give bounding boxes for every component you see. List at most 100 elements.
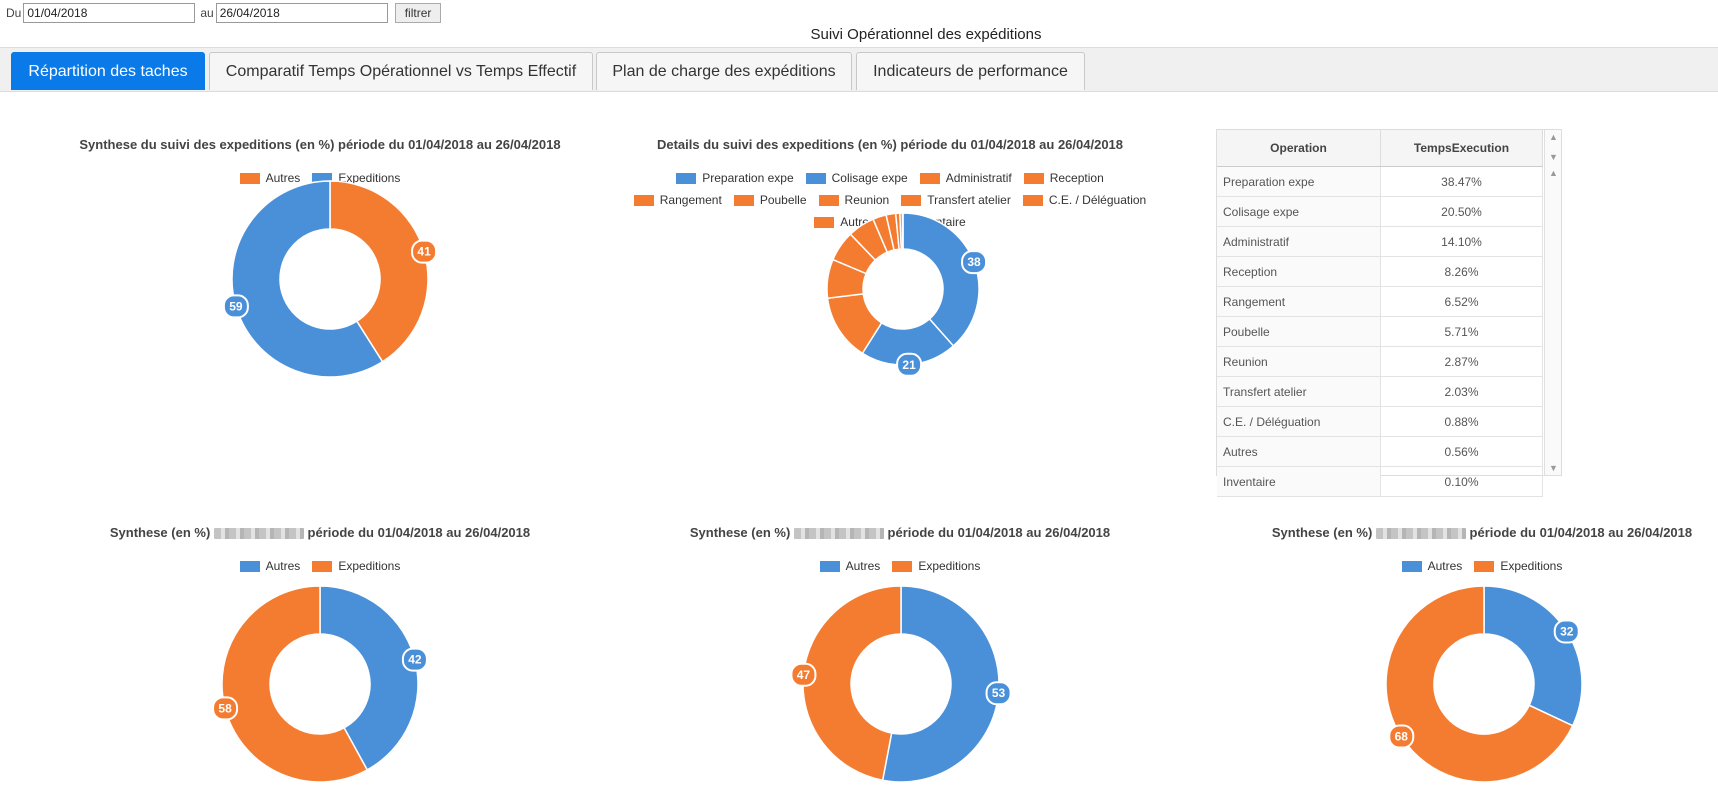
operation-cell: Administratif: [1217, 226, 1381, 257]
legend-item[interactable]: Autres: [819, 559, 881, 573]
table-row[interactable]: Reception 8.26%: [1217, 256, 1543, 287]
column-header-temps-execution[interactable]: TempsExecution: [1380, 130, 1543, 167]
data-label: 38: [961, 250, 988, 275]
data-label-badge: [411, 239, 438, 264]
pie-slice[interactable]: [319, 585, 419, 771]
legend-label: Expeditions: [338, 171, 401, 185]
legend-label: Reception: [1049, 171, 1104, 185]
tab-indicateurs-performance[interactable]: Indicateurs de performance: [856, 52, 1085, 90]
legend-item[interactable]: Colisage expe: [805, 171, 908, 185]
data-label: 42: [401, 647, 428, 672]
table-row[interactable]: Preparation expe 38.47%: [1217, 166, 1543, 197]
temps-execution-cell: 8.26%: [1380, 256, 1543, 287]
legend-item[interactable]: Autres: [239, 171, 300, 185]
pie-slice[interactable]: [881, 585, 1000, 783]
legend-item[interactable]: Transfert atelier: [901, 193, 1011, 207]
from-date-input[interactable]: [23, 3, 196, 23]
donut-chart: 38 21: [826, 212, 988, 377]
temps-execution-cell: 2.03%: [1380, 376, 1543, 407]
legend-swatch: [1022, 194, 1043, 206]
chart-title: Synthese (en %) période du 01/04/2018 au…: [109, 525, 531, 540]
donut-chart: 41 59: [222, 180, 438, 378]
legend-label: Rangement: [659, 193, 722, 207]
legend-item[interactable]: Expeditions: [312, 171, 400, 185]
chart-title: Synthese du suivi des expeditions (en %)…: [79, 137, 561, 152]
pie-slice[interactable]: [329, 180, 429, 363]
operation-cell: Reception: [1217, 256, 1381, 287]
table-row[interactable]: Autres 0.56%: [1217, 436, 1543, 467]
table-row[interactable]: Colisage expe 20.50%: [1217, 196, 1543, 227]
legend-label: Poubelle: [759, 193, 807, 207]
scroll-down-icon[interactable]: ▼: [1549, 463, 1558, 473]
legend-item[interactable]: Autres: [239, 559, 300, 573]
to-label: au: [200, 6, 214, 20]
page-title: Suivi Opérationnel des expéditions: [810, 26, 1042, 43]
pie-slice[interactable]: [231, 180, 384, 378]
pie-slice[interactable]: [1483, 585, 1583, 727]
table-row[interactable]: Rangement 6.52%: [1217, 286, 1543, 317]
data-label-text: 38: [967, 255, 981, 269]
to-date-input[interactable]: [215, 3, 388, 23]
table-row[interactable]: Poubelle 5.71%: [1217, 316, 1543, 347]
pie-slice[interactable]: [1385, 585, 1574, 783]
redacted-name: [213, 528, 304, 540]
data-label-badge: [985, 681, 1012, 706]
legend-label: Autres: [1427, 559, 1463, 573]
legend-item[interactable]: Administratif: [919, 171, 1012, 185]
pie-slice[interactable]: [902, 212, 980, 347]
legend-item[interactable]: Preparation expe: [676, 171, 794, 185]
legend-swatch: [919, 172, 940, 184]
legend-swatch: [805, 172, 826, 184]
operation-cell: Rangement: [1217, 286, 1381, 317]
legend-item[interactable]: Expeditions: [892, 559, 980, 573]
table-scrollbar[interactable]: ▲ ▼ ▲ ▼: [1544, 130, 1561, 475]
legend-item[interactable]: C.E. / Déléguation: [1022, 193, 1146, 207]
legend-item[interactable]: Reunion: [818, 193, 889, 207]
data-label-text: 41: [417, 245, 431, 259]
operation-cell: C.E. / Déléguation: [1217, 406, 1381, 437]
date-filter-bar: Du au filtrer: [4, 3, 442, 23]
legend-swatch: [676, 172, 697, 184]
legend-swatch: [818, 194, 839, 206]
data-label: 59: [222, 294, 249, 319]
table-row[interactable]: C.E. / Déléguation 0.88%: [1217, 406, 1543, 437]
scroll-up-icon[interactable]: ▲: [1549, 132, 1558, 142]
legend-label: Administratif: [945, 171, 1012, 185]
legend-item[interactable]: Autres: [1401, 559, 1463, 573]
filter-button[interactable]: filtrer: [394, 3, 442, 23]
table-row[interactable]: Inventaire 0.10%: [1217, 466, 1543, 497]
operation-cell: Inventaire: [1217, 466, 1381, 497]
tab-comparatif-temps[interactable]: Comparatif Temps Opérationnel vs Temps E…: [209, 52, 593, 90]
table-row[interactable]: Reunion 2.87%: [1217, 346, 1543, 377]
temps-execution-cell: 0.88%: [1380, 406, 1543, 437]
tab-repartition-taches[interactable]: Répartition des taches: [11, 52, 205, 90]
legend-item[interactable]: Expeditions: [1474, 559, 1562, 573]
pie-slice[interactable]: [802, 585, 902, 782]
redacted-name: [1375, 528, 1466, 540]
chart-synthese-expeditions: Synthese du suivi des expeditions (en %)…: [60, 134, 580, 404]
data-label-text: 58: [218, 701, 232, 715]
donut-chart: 42 58: [212, 585, 428, 783]
operation-cell: Preparation expe: [1217, 166, 1381, 197]
table-row[interactable]: Transfert atelier 2.03%: [1217, 376, 1543, 407]
table-row[interactable]: Administratif 14.10%: [1217, 226, 1543, 257]
data-label-text: 47: [797, 668, 811, 682]
pie-slice[interactable]: [221, 585, 369, 783]
scroll-down-icon[interactable]: ▼: [1549, 152, 1558, 162]
chart-legend: Autres Expeditions: [640, 555, 1160, 577]
data-label: 41: [411, 239, 438, 264]
legend-item[interactable]: Reception: [1023, 171, 1104, 185]
legend-label: Autres: [845, 559, 881, 573]
data-label: 58: [212, 696, 239, 721]
legend-swatch: [1023, 172, 1044, 184]
legend-swatch: [819, 560, 840, 572]
tab-plan-de-charge[interactable]: Plan de charge des expéditions: [596, 52, 852, 90]
data-label: 53: [985, 681, 1012, 706]
data-label-badge: [1388, 724, 1415, 749]
data-label-text: 59: [229, 299, 243, 313]
column-header-operation[interactable]: Operation: [1217, 130, 1381, 167]
scroll-up-icon[interactable]: ▲: [1549, 168, 1558, 178]
legend-item[interactable]: Poubelle: [733, 193, 807, 207]
legend-item[interactable]: Rangement: [633, 193, 722, 207]
legend-item[interactable]: Expeditions: [312, 559, 400, 573]
